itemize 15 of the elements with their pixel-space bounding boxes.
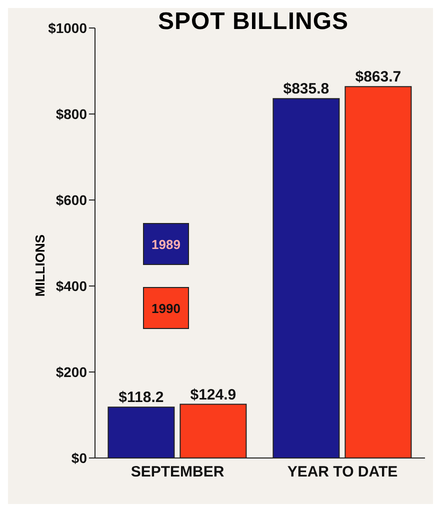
y-tick-label: $1000	[48, 20, 88, 36]
x-tick-label: SEPTEMBER	[130, 464, 224, 481]
y-axis-title: MILLIONS	[32, 233, 48, 299]
legend: 1989 1990	[143, 223, 189, 329]
data-label: $118.2	[118, 389, 164, 406]
chart-title: SPOT BILLINGS	[158, 8, 349, 36]
y-tick-label: $400	[56, 278, 88, 294]
y-tick-label: $200	[56, 364, 88, 380]
data-label: $124.9	[190, 386, 236, 404]
data-label: $835.8	[283, 80, 330, 98]
y-tick-label: $600	[56, 192, 88, 208]
data-label: $863.7	[355, 68, 402, 86]
x-tick-label: YEAR TO DATE	[287, 464, 398, 481]
y-tick-label: $0	[71, 450, 88, 466]
y-tick-label: $800	[56, 106, 88, 122]
